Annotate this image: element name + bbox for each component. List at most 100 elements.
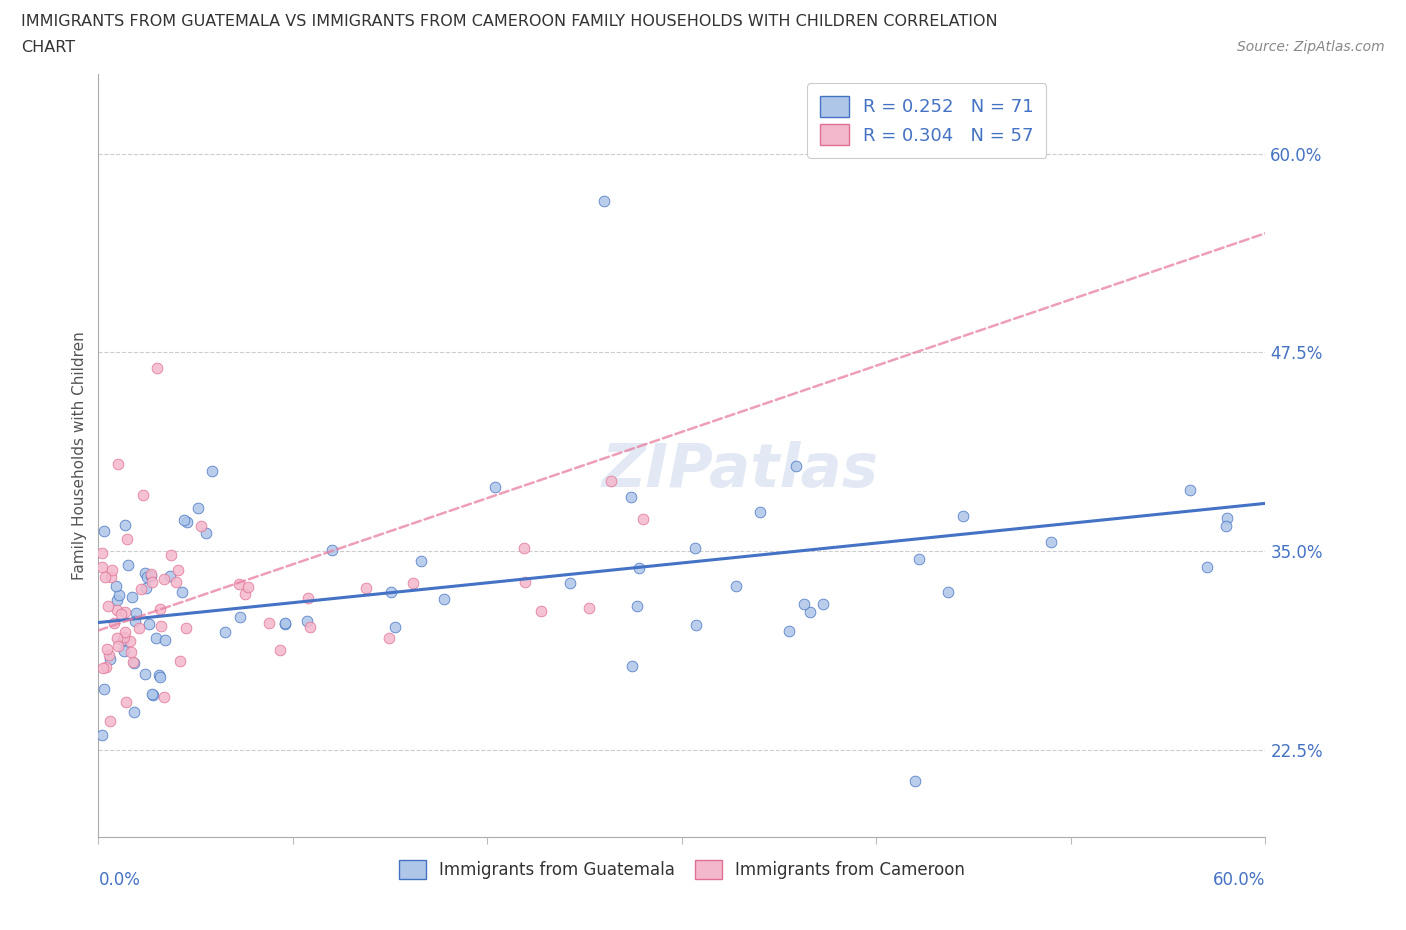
Point bbox=[560, 576, 582, 591]
Point bbox=[295, 614, 318, 629]
Point bbox=[433, 591, 456, 606]
Point bbox=[136, 569, 159, 584]
Point bbox=[146, 361, 169, 376]
Point bbox=[94, 569, 117, 584]
Point bbox=[378, 631, 401, 645]
Point bbox=[176, 514, 198, 529]
Point bbox=[195, 525, 218, 540]
Point bbox=[384, 620, 406, 635]
Point bbox=[785, 458, 807, 473]
Point bbox=[114, 518, 136, 533]
Text: 0.0%: 0.0% bbox=[98, 871, 141, 889]
Point bbox=[134, 565, 156, 580]
Point bbox=[132, 488, 155, 503]
Point bbox=[128, 620, 150, 635]
Point bbox=[98, 652, 121, 667]
Point bbox=[167, 563, 190, 578]
Point bbox=[141, 566, 163, 581]
Point bbox=[122, 656, 145, 671]
Point bbox=[169, 654, 191, 669]
Point bbox=[110, 606, 132, 621]
Point bbox=[529, 604, 551, 618]
Point bbox=[793, 596, 815, 611]
Point bbox=[236, 579, 259, 594]
Point bbox=[145, 631, 167, 645]
Point bbox=[141, 686, 163, 701]
Point bbox=[1215, 511, 1237, 525]
Point bbox=[121, 589, 143, 604]
Point bbox=[111, 632, 134, 647]
Point bbox=[685, 540, 707, 555]
Point bbox=[1195, 560, 1218, 575]
Point bbox=[321, 543, 343, 558]
Point bbox=[93, 682, 115, 697]
Point bbox=[724, 578, 747, 593]
Point bbox=[269, 643, 291, 658]
Point bbox=[93, 524, 115, 538]
Point bbox=[904, 774, 927, 789]
Point bbox=[117, 558, 139, 573]
Point bbox=[94, 659, 117, 674]
Point bbox=[91, 728, 114, 743]
Text: Source: ZipAtlas.com: Source: ZipAtlas.com bbox=[1237, 40, 1385, 54]
Point bbox=[112, 644, 135, 658]
Point bbox=[631, 512, 654, 526]
Point bbox=[274, 617, 297, 631]
Point bbox=[685, 618, 707, 632]
Point bbox=[600, 473, 623, 488]
Point bbox=[138, 617, 160, 631]
Point bbox=[149, 602, 172, 617]
Point bbox=[233, 587, 256, 602]
Point bbox=[105, 603, 128, 618]
Point bbox=[214, 625, 236, 640]
Point bbox=[484, 480, 506, 495]
Point bbox=[190, 519, 212, 534]
Point bbox=[201, 464, 224, 479]
Point bbox=[115, 695, 138, 710]
Point bbox=[1039, 535, 1062, 550]
Point bbox=[98, 714, 121, 729]
Point bbox=[152, 571, 174, 586]
Point bbox=[107, 457, 129, 472]
Point bbox=[621, 658, 644, 673]
Point bbox=[626, 598, 648, 613]
Point bbox=[578, 601, 600, 616]
Point bbox=[627, 561, 650, 576]
Point bbox=[908, 551, 931, 566]
Point bbox=[811, 597, 834, 612]
Point bbox=[354, 580, 377, 595]
Text: 60.0%: 60.0% bbox=[1213, 871, 1265, 889]
Point bbox=[114, 625, 136, 640]
Point bbox=[170, 585, 193, 600]
Point bbox=[115, 532, 138, 547]
Point bbox=[159, 569, 181, 584]
Text: CHART: CHART bbox=[21, 40, 75, 55]
Point bbox=[513, 540, 536, 555]
Point bbox=[174, 621, 197, 636]
Point bbox=[100, 570, 122, 585]
Text: ZIPatlas: ZIPatlas bbox=[602, 442, 879, 500]
Point bbox=[1178, 483, 1201, 498]
Point bbox=[97, 647, 120, 662]
Point bbox=[105, 631, 128, 645]
Point bbox=[125, 605, 148, 620]
Point bbox=[153, 632, 176, 647]
Point bbox=[152, 690, 174, 705]
Point bbox=[620, 489, 643, 504]
Y-axis label: Family Households with Children: Family Households with Children bbox=[72, 331, 87, 580]
Point bbox=[173, 512, 195, 527]
Point bbox=[96, 642, 118, 657]
Point bbox=[513, 575, 536, 590]
Point bbox=[97, 599, 120, 614]
Point bbox=[91, 660, 114, 675]
Point bbox=[141, 687, 163, 702]
Point bbox=[124, 614, 146, 629]
Point bbox=[131, 581, 153, 596]
Point bbox=[165, 574, 187, 589]
Text: IMMIGRANTS FROM GUATEMALA VS IMMIGRANTS FROM CAMEROON FAMILY HOUSEHOLDS WITH CHI: IMMIGRANTS FROM GUATEMALA VS IMMIGRANTS … bbox=[21, 14, 998, 29]
Point bbox=[122, 655, 145, 670]
Point bbox=[160, 548, 183, 563]
Point bbox=[936, 584, 959, 599]
Point bbox=[257, 616, 280, 631]
Legend: Immigrants from Guatemala, Immigrants from Cameroon: Immigrants from Guatemala, Immigrants fr… bbox=[392, 854, 972, 886]
